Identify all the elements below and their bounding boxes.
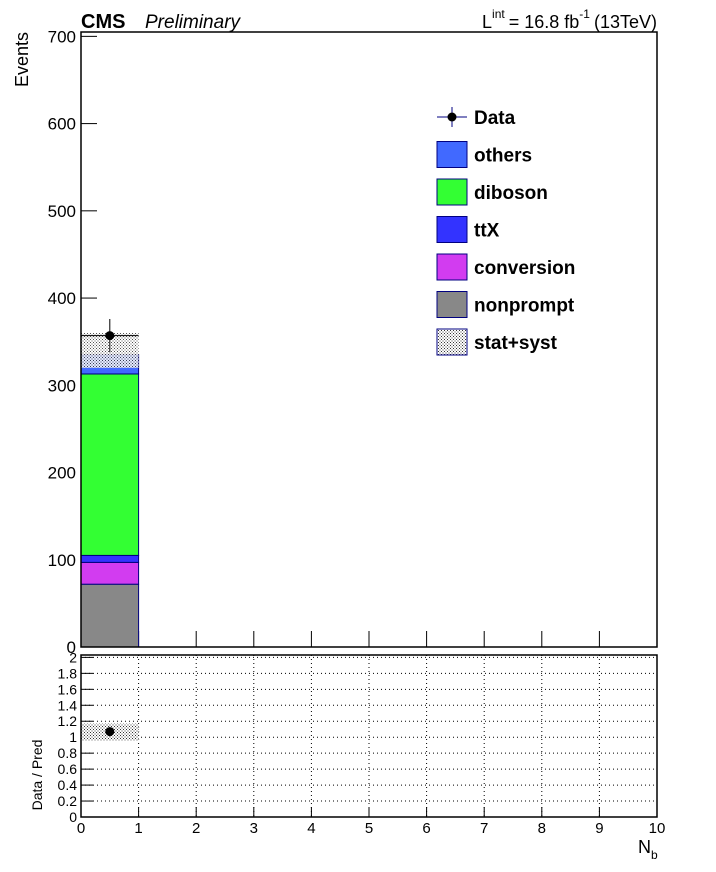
- lumi-part: int: [492, 7, 505, 21]
- stack-segment: [80, 554, 140, 563]
- lumi-part: = 16.8 fb: [509, 12, 580, 32]
- ratio-y-tick-label: 2: [69, 649, 77, 665]
- y-tick-label: 300: [48, 376, 76, 395]
- x-tick-label: 5: [365, 820, 373, 837]
- ratio-y-tick-label: 1: [69, 729, 77, 745]
- ratio-y-tick-label: 0.4: [58, 777, 78, 793]
- stack-segment: [80, 561, 140, 585]
- x-tick-label: 8: [538, 820, 546, 837]
- stack-segment: [80, 373, 140, 556]
- x-tick-label: 9: [595, 820, 603, 837]
- legend-label: conversion: [474, 258, 575, 279]
- legend-swatch: [436, 328, 468, 356]
- lumi-part: -1: [579, 7, 590, 21]
- legend-swatch: [436, 253, 468, 281]
- status: Preliminary: [145, 12, 242, 33]
- legend-swatch: [436, 216, 468, 243]
- y-tick-label: 700: [48, 27, 76, 46]
- legend-label: Data: [474, 108, 516, 129]
- ratio-y-tick-label: 0.8: [58, 745, 78, 761]
- x-tick-label: 7: [480, 820, 488, 837]
- y-tick-label: 500: [48, 202, 76, 221]
- ratio-y-tick-label: 1.4: [58, 697, 78, 713]
- ratio-y-tick-label: 0.6: [58, 761, 78, 777]
- y-tick-label: 200: [48, 464, 76, 483]
- lumi: Lint = 16.8 fb-1 (13TeV): [482, 7, 657, 32]
- x-tick-label: 6: [422, 820, 430, 837]
- experiment: CMS: [81, 11, 125, 33]
- ratio-y-tick-label: 1.6: [58, 681, 78, 697]
- y-axis-label: Events: [12, 32, 32, 87]
- legend-swatch: [436, 178, 468, 206]
- x-label-part: N: [638, 837, 651, 857]
- ratio-frame: [80, 654, 658, 818]
- ratio-y-tick-label: 1.8: [58, 665, 78, 681]
- ratio-y-tick-label: 0.2: [58, 793, 78, 809]
- y-tick-label: 0: [67, 638, 76, 657]
- lumi-part: (13TeV): [594, 12, 657, 32]
- x-tick-label: 10: [649, 820, 666, 837]
- y-tick-label: 400: [48, 289, 76, 308]
- ratio-point: [105, 727, 115, 737]
- x-tick-label: 3: [250, 820, 258, 837]
- legend-label: stat+syst: [474, 333, 558, 354]
- x-tick-label: 2: [192, 820, 200, 837]
- ratio-y-tick-label: 0: [69, 809, 77, 825]
- legend-label: nonprompt: [474, 296, 575, 317]
- lumi-part: L: [482, 12, 492, 32]
- legend-swatch: [436, 291, 468, 318]
- legend-swatch: [436, 141, 468, 168]
- legend-label: others: [474, 146, 532, 167]
- legend-label: ttX: [474, 221, 500, 242]
- x-tick-label: 4: [307, 820, 315, 837]
- ratio-y-label: Data / Pred: [29, 740, 45, 811]
- plot-area: 00.20.40.60.811.21.41.61.820 1 2 3 4 5 6 7 8 9 100…: [48, 27, 666, 837]
- ratio-y-tick-label: 1.2: [58, 713, 78, 729]
- x-tick-label: 0: [77, 820, 85, 837]
- stack-segment: [80, 583, 140, 648]
- main-frame: [80, 31, 658, 648]
- legend-marker: [447, 112, 457, 122]
- x-label-part: b: [651, 848, 658, 862]
- x-tick-label: 1: [134, 820, 142, 837]
- y-tick-label: 100: [48, 551, 76, 570]
- legend-label: diboson: [474, 183, 548, 204]
- x-axis-label: Nb: [638, 837, 658, 862]
- y-tick-label: 600: [48, 115, 76, 134]
- data-point: [105, 331, 115, 341]
